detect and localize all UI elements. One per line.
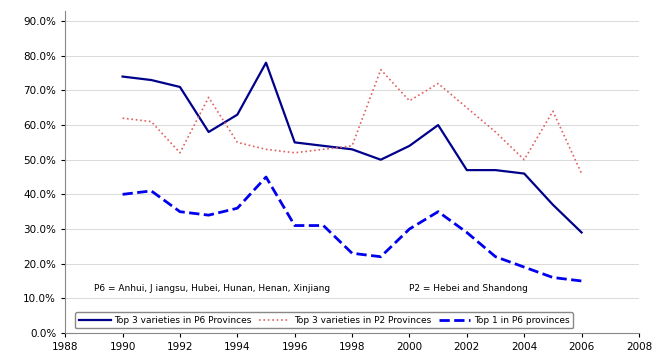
Top 3 varieties in P2 Provinces bbox=[233, 140, 241, 145]
Top 3 varieties in P6 Provinces bbox=[520, 171, 528, 176]
Line: Top 1 in P6 provinces: Top 1 in P6 provinces bbox=[123, 177, 582, 281]
Top 3 varieties in P2 Provinces bbox=[520, 158, 528, 162]
Top 1 in P6 provinces bbox=[119, 192, 126, 197]
Legend: Top 3 varieties in P6 Provinces, Top 3 varieties in P2 Provinces, Top 1 in P6 pr: Top 3 varieties in P6 Provinces, Top 3 v… bbox=[76, 312, 573, 328]
Top 3 varieties in P6 Provinces bbox=[377, 158, 385, 162]
Top 3 varieties in P6 Provinces bbox=[291, 140, 299, 145]
Top 3 varieties in P2 Provinces bbox=[377, 68, 385, 72]
Top 3 varieties in P2 Provinces bbox=[205, 95, 213, 100]
Top 3 varieties in P2 Provinces bbox=[119, 116, 126, 120]
Top 1 in P6 provinces bbox=[176, 209, 184, 214]
Top 1 in P6 provinces bbox=[406, 227, 413, 231]
Top 3 varieties in P2 Provinces bbox=[406, 99, 413, 103]
Top 3 varieties in P6 Provinces bbox=[319, 144, 327, 148]
Top 1 in P6 provinces bbox=[463, 230, 471, 234]
Top 1 in P6 provinces bbox=[291, 223, 299, 228]
Top 3 varieties in P2 Provinces bbox=[463, 106, 471, 110]
Top 3 varieties in P6 Provinces bbox=[176, 85, 184, 89]
Top 1 in P6 provinces bbox=[348, 251, 356, 255]
Top 3 varieties in P6 Provinces bbox=[549, 203, 557, 207]
Top 1 in P6 provinces bbox=[233, 206, 241, 211]
Top 3 varieties in P6 Provinces bbox=[205, 130, 213, 134]
Top 1 in P6 provinces bbox=[434, 209, 442, 214]
Top 3 varieties in P2 Provinces bbox=[147, 120, 155, 124]
Top 1 in P6 provinces bbox=[492, 255, 499, 259]
Top 3 varieties in P2 Provinces bbox=[492, 130, 499, 134]
Top 1 in P6 provinces bbox=[520, 265, 528, 269]
Top 1 in P6 provinces bbox=[262, 175, 270, 179]
Top 1 in P6 provinces bbox=[549, 275, 557, 280]
Top 1 in P6 provinces bbox=[319, 223, 327, 228]
Top 3 varieties in P6 Provinces bbox=[434, 123, 442, 127]
Top 3 varieties in P2 Provinces bbox=[549, 109, 557, 113]
Top 3 varieties in P2 Provinces bbox=[262, 147, 270, 151]
Top 3 varieties in P6 Provinces bbox=[262, 61, 270, 65]
Top 3 varieties in P2 Provinces bbox=[291, 151, 299, 155]
Top 3 varieties in P2 Provinces bbox=[348, 144, 356, 148]
Top 3 varieties in P6 Provinces bbox=[406, 144, 413, 148]
Top 3 varieties in P6 Provinces bbox=[492, 168, 499, 172]
Top 1 in P6 provinces bbox=[147, 189, 155, 193]
Top 3 varieties in P2 Provinces bbox=[434, 81, 442, 86]
Top 3 varieties in P6 Provinces bbox=[233, 112, 241, 117]
Top 3 varieties in P2 Provinces bbox=[176, 151, 184, 155]
Text: P2 = Hebei and Shandong: P2 = Hebei and Shandong bbox=[409, 284, 528, 293]
Line: Top 3 varieties in P2 Provinces: Top 3 varieties in P2 Provinces bbox=[123, 70, 582, 174]
Top 3 varieties in P6 Provinces bbox=[463, 168, 471, 172]
Line: Top 3 varieties in P6 Provinces: Top 3 varieties in P6 Provinces bbox=[123, 63, 582, 232]
Top 1 in P6 provinces bbox=[578, 279, 585, 283]
Text: P6 = Anhui, J iangsu, Hubei, Hunan, Henan, Xinjiang: P6 = Anhui, J iangsu, Hubei, Hunan, Hena… bbox=[94, 284, 330, 293]
Top 3 varieties in P6 Provinces bbox=[147, 78, 155, 82]
Top 1 in P6 provinces bbox=[377, 255, 385, 259]
Top 3 varieties in P6 Provinces bbox=[578, 230, 585, 234]
Top 3 varieties in P6 Provinces bbox=[119, 74, 126, 79]
Top 1 in P6 provinces bbox=[205, 213, 213, 217]
Top 3 varieties in P2 Provinces bbox=[578, 171, 585, 176]
Top 3 varieties in P6 Provinces bbox=[348, 147, 356, 151]
Top 3 varieties in P2 Provinces bbox=[319, 147, 327, 151]
